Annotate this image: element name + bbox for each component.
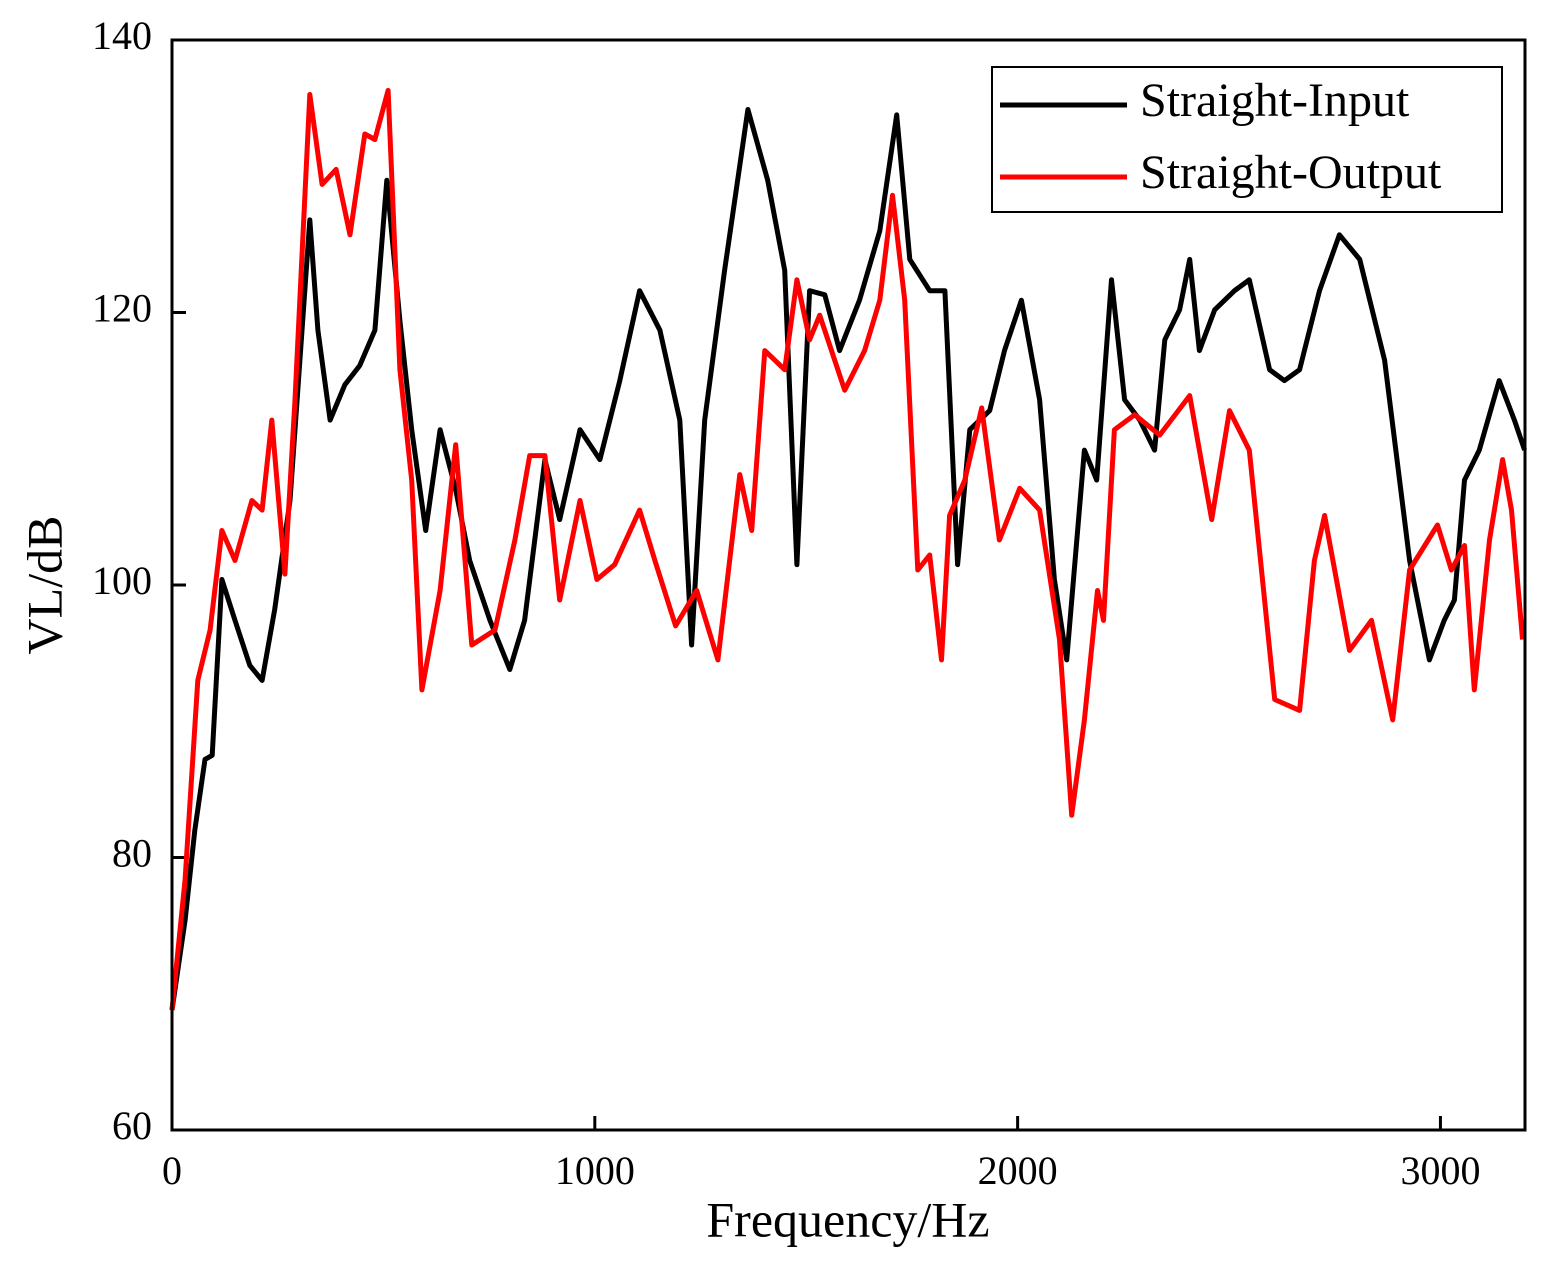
y-tick-label: 140 xyxy=(92,13,152,58)
legend-label: Straight-Input xyxy=(1140,74,1410,127)
y-tick-label: 100 xyxy=(92,558,152,603)
x-tick-label: 0 xyxy=(162,1148,182,1193)
x-tick-label: 3000 xyxy=(1400,1148,1480,1193)
x-tick-label: 1000 xyxy=(555,1148,635,1193)
data-line xyxy=(169,87,1525,1011)
y-tick-label: 60 xyxy=(112,1103,152,1148)
x-tick-label: 2000 xyxy=(978,1148,1058,1193)
y-tick-label: 80 xyxy=(112,831,152,876)
legend-box xyxy=(991,66,1503,213)
x-axis-label: Frequency/Hz xyxy=(706,1191,989,1247)
legend-label: Straight-Output xyxy=(1140,146,1442,199)
y-axis-label: VL/dB xyxy=(16,516,72,655)
y-tick-label: 120 xyxy=(92,286,152,331)
data-line xyxy=(169,107,1527,1011)
plot-frame xyxy=(170,38,1527,1132)
